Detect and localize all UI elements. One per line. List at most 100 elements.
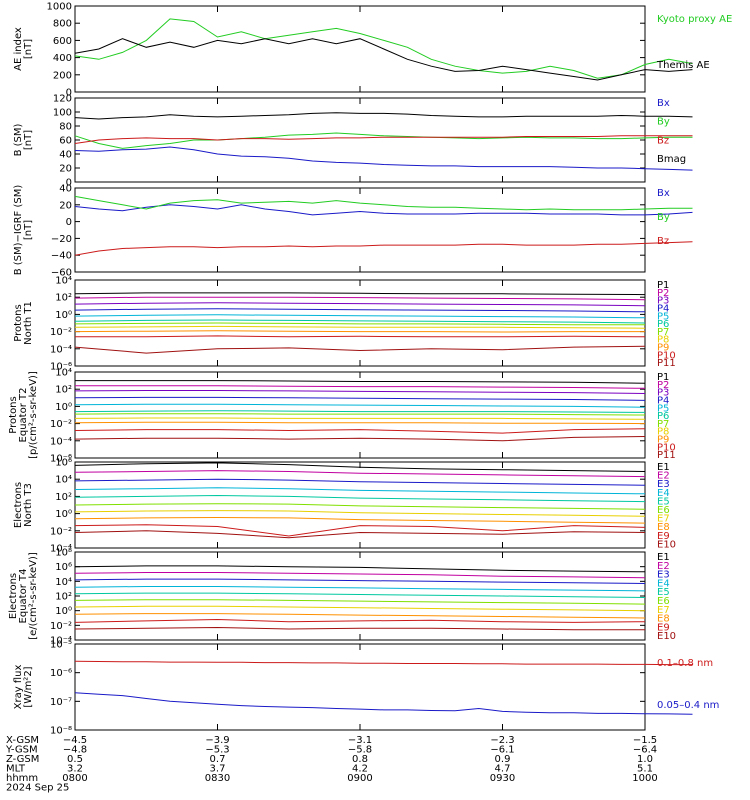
x-axis-row-label: MLT	[6, 764, 26, 775]
panel-frame-electrons_t3	[74, 461, 646, 549]
panel-frame-electrons_t4	[74, 551, 646, 641]
x-tick-value: −3.9	[205, 735, 229, 746]
series-line-electrons_t3-e7	[74, 510, 646, 517]
panel-frame-protons_t2	[74, 371, 646, 459]
series-line-electrons_t4-e3	[74, 578, 646, 584]
y-axis-label-ae: [nT]	[23, 39, 34, 59]
y-tick-label-protons_t1: 10⁻⁴	[50, 344, 72, 355]
legend-label-protons_t2: P5	[657, 403, 669, 414]
legend-label-protons_t1: P5	[657, 311, 669, 322]
y-tick-label-protons_t2: 10²	[55, 385, 72, 396]
series-line-electrons_t3-e4	[74, 487, 646, 495]
y-axis-label-protons_t1: Protons	[13, 304, 24, 341]
x-tick-value: 5.1	[637, 764, 653, 775]
y-tick-label-ae: 200	[53, 70, 72, 81]
series-line-protons_t2-p1	[75, 380, 646, 384]
y-tick-label-electrons_t3: 10⁰	[55, 509, 72, 520]
x-axis-row-label: X-GSM	[6, 735, 39, 746]
y-tick-label-ae: 600	[53, 36, 72, 47]
y-axis-label-protons_t2: [p/(cm²-s-sr-keV)]	[28, 371, 39, 459]
series-line-protons_t2-p8	[74, 417, 646, 420]
y-tick-label-electrons_t3: 10⁴	[55, 475, 72, 486]
y-tick-label-bsm: 100	[53, 108, 72, 119]
legend-label-bsmigrf: Bz	[657, 236, 669, 247]
x-axis-row-label: Y-GSM	[5, 745, 38, 756]
series-line-bsm-bx	[74, 146, 693, 171]
y-tick-label-electrons_t4: 10²	[55, 592, 72, 603]
y-tick-label-electrons_t3: 10²	[55, 492, 72, 503]
x-tick-value: 0930	[490, 773, 515, 784]
legend-label-xray: 0.1–0.8 nm	[657, 658, 713, 669]
legend-label-electrons_t4: E9	[657, 622, 670, 633]
y-tick-label-electrons_t3: 10⁶	[55, 458, 72, 469]
y-axis-label-bsmigrf: [nT]	[23, 220, 34, 240]
y-tick-label-electrons_t3: 10⁻⁴	[50, 544, 72, 555]
y-axis-label-protons_t2: Equator T2	[18, 388, 29, 443]
series-line-electrons_t3-e3	[74, 478, 646, 486]
y-axis-label-bsm: [nT]	[23, 130, 34, 150]
series-line-bsmigrf-bx	[74, 204, 693, 216]
x-tick-value: 0.7	[210, 754, 226, 765]
legend-label-ae: Kyoto proxy AE	[657, 14, 732, 25]
legend-label-electrons_t3: E2	[657, 471, 670, 482]
legend-label-electrons_t3: E3	[657, 479, 670, 490]
y-tick-label-protons_t1: 10⁴	[55, 276, 72, 287]
series-line-electrons_t4-e7	[74, 605, 646, 612]
y-tick-label-protons_t1: 10⁻²	[50, 327, 72, 338]
legend-label-electrons_t3: E8	[657, 522, 670, 533]
legend-label-electrons_t4: E7	[657, 605, 670, 616]
series-line-ae-themis-ae	[74, 38, 693, 81]
series-line-electrons_t3-e9	[74, 524, 646, 537]
series-line-bsm-bmag	[74, 112, 693, 120]
series-line-xray-0-1-0-8-nm	[74, 660, 693, 666]
legend-label-electrons_t3: E7	[657, 514, 670, 525]
x-tick-value: −3.1	[348, 735, 372, 746]
y-tick-label-bsmigrf: −60	[51, 268, 72, 279]
legend-label-protons_t1: P4	[657, 303, 669, 314]
x-tick-value: −4.5	[63, 735, 87, 746]
y-tick-label-xray: 10⁻⁶	[50, 668, 72, 679]
y-axis-label-electrons_t4: [e/(cm²-s-sr-keV)]	[28, 552, 39, 640]
legend-label-protons_t2: P8	[657, 427, 669, 438]
panel-frame-xray	[74, 643, 646, 731]
series-line-electrons_t3-e10	[74, 530, 646, 539]
legend-label-electrons_t3: E6	[657, 505, 670, 516]
legend-label-protons_t1: P6	[657, 319, 669, 330]
y-tick-label-ae: 400	[53, 53, 72, 64]
y-tick-label-protons_t1: 10⁰	[55, 310, 72, 321]
series-line-protons_t2-p7	[74, 413, 646, 416]
y-tick-label-bsmigrf: 20	[59, 200, 72, 211]
y-tick-label-ae: 0	[66, 88, 72, 99]
x-tick-value: 1.0	[637, 754, 653, 765]
y-axis-label-protons_t2: Protons	[8, 396, 19, 433]
series-line-bsmigrf-bz	[74, 241, 693, 256]
y-axis-label-xray: [W/m²2]	[23, 666, 34, 707]
legend-label-protons_t2: P9	[657, 435, 669, 446]
series-line-protons_t2-p5	[74, 403, 646, 408]
legend-label-bsm: Bz	[657, 135, 669, 146]
legend-label-ae: Themis AE	[656, 60, 710, 71]
legend-label-electrons_t4: E10	[657, 631, 676, 642]
x-tick-value: 3.7	[210, 764, 226, 775]
legend-label-electrons_t4: E2	[657, 561, 670, 572]
panel-frame-ae	[74, 5, 646, 93]
legend-label-electrons_t4: E6	[657, 596, 670, 607]
y-tick-label-protons_t2: 10⁻⁶	[50, 454, 72, 465]
legend-label-protons_t1: P2	[657, 288, 669, 299]
series-line-electrons_t3-e5	[74, 494, 646, 503]
y-tick-label-protons_t1: 10⁻⁶	[50, 362, 72, 373]
y-tick-label-bsm: 120	[53, 94, 72, 105]
x-tick-value: 0.5	[67, 754, 83, 765]
x-tick-value: 0800	[62, 773, 87, 784]
y-tick-label-bsmigrf: −40	[51, 251, 72, 262]
series-line-electrons_t4-e8	[74, 613, 646, 619]
series-line-protons_t1-p11	[74, 345, 646, 354]
x-tick-value: −1.5	[633, 735, 657, 746]
y-axis-label-bsmigrf: B (SM)−IGRF (SM)	[13, 185, 24, 276]
legend-label-protons_t2: P6	[657, 411, 669, 422]
legend-label-bsm: Bx	[657, 98, 670, 109]
x-tick-value: −6.1	[490, 745, 514, 756]
series-line-bsmigrf-by	[74, 195, 693, 211]
legend-label-protons_t2: P7	[657, 419, 669, 430]
series-line-protons_t2-p3	[74, 390, 646, 394]
